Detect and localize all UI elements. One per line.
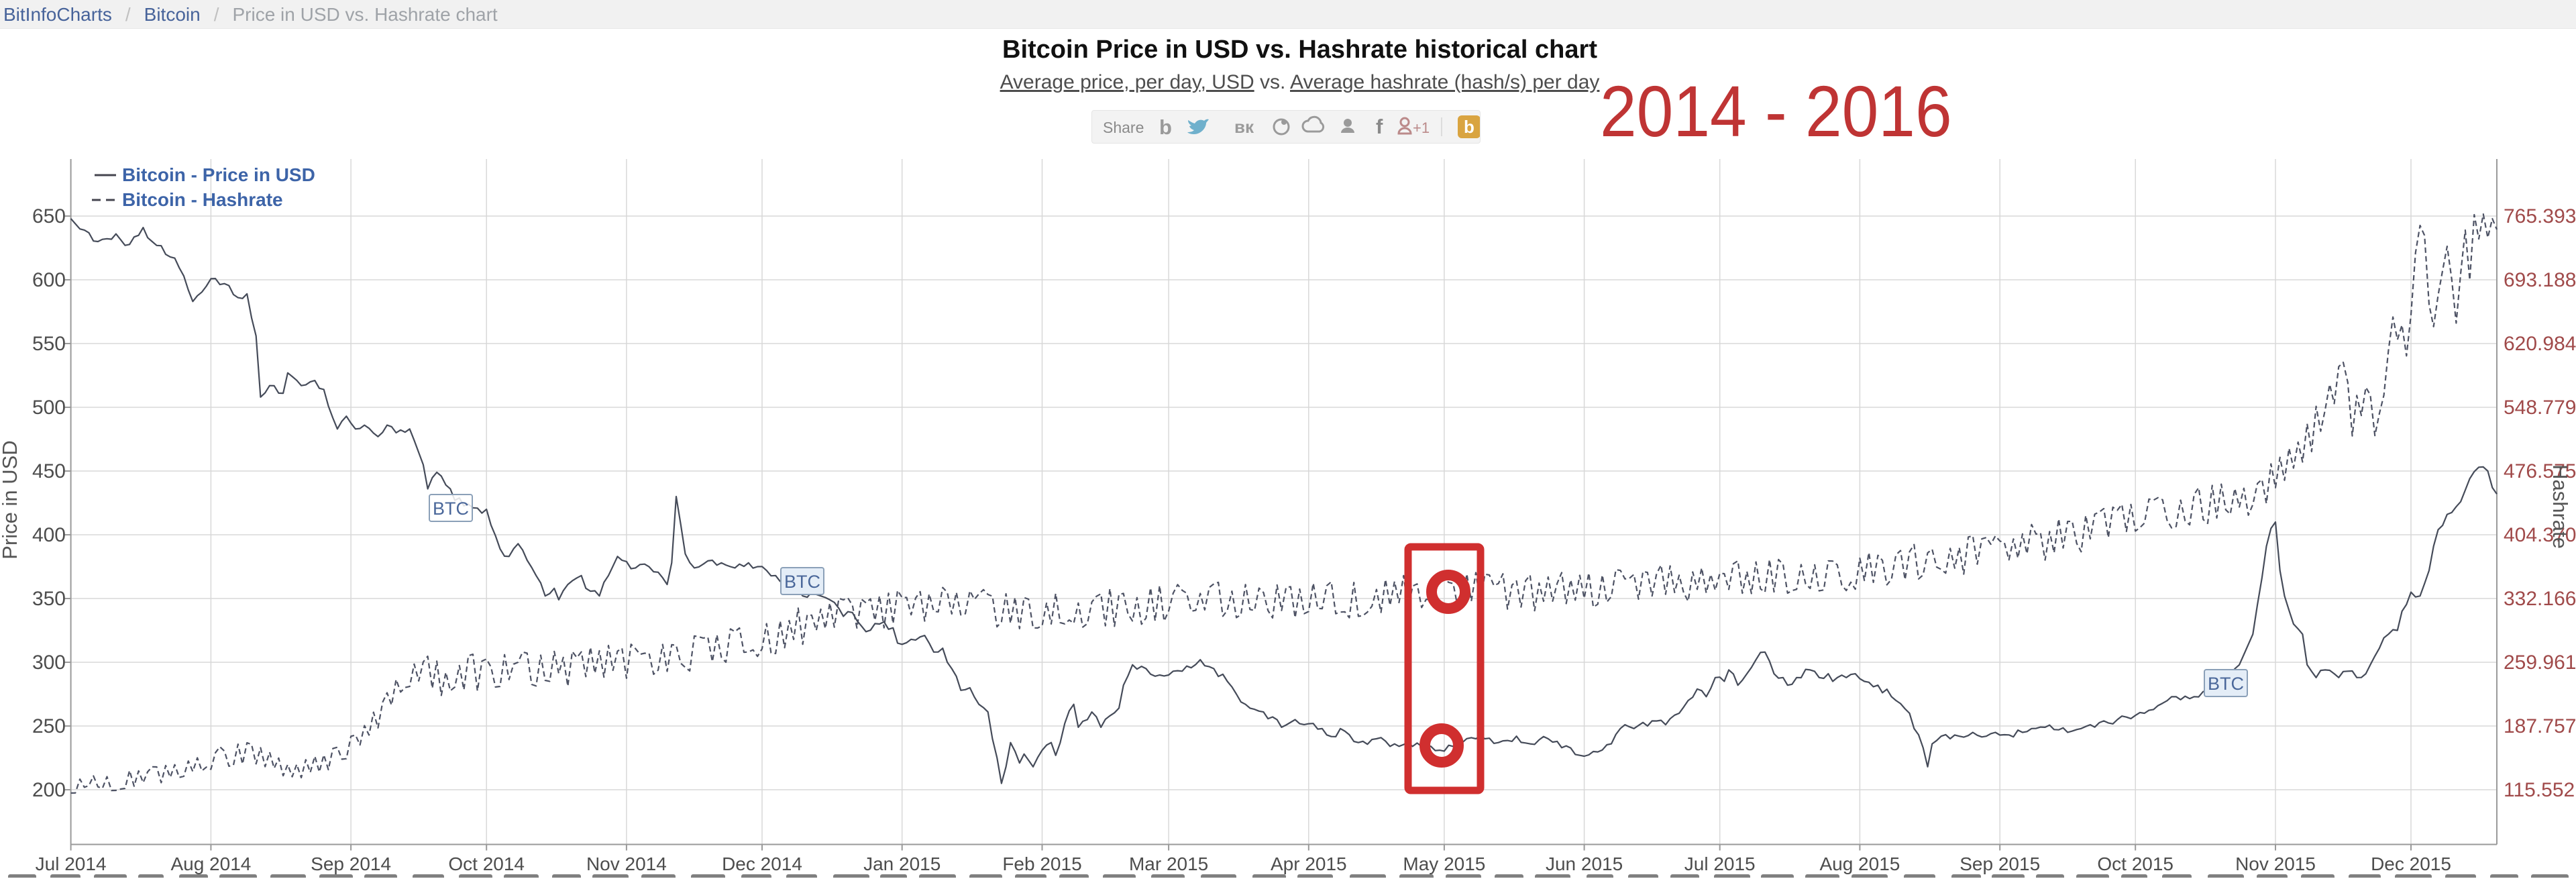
svg-text:Share: Share <box>1103 119 1144 136</box>
svg-text:Nov 2015: Nov 2015 <box>2235 853 2316 874</box>
svg-text:Sep 2015: Sep 2015 <box>1960 853 2040 874</box>
svg-text:350: 350 <box>32 588 66 610</box>
svg-text:вк: вк <box>1234 117 1254 137</box>
svg-text:650: 650 <box>32 205 66 227</box>
svg-text:200: 200 <box>32 779 66 801</box>
svg-text:765.393: 765.393 <box>2504 205 2576 227</box>
svg-text:Mar 2015: Mar 2015 <box>1129 853 1208 874</box>
svg-text:548.779: 548.779 <box>2504 397 2576 419</box>
svg-text:620.984: 620.984 <box>2504 333 2576 355</box>
svg-text:693.188: 693.188 <box>2504 269 2576 291</box>
svg-text:Feb 2015: Feb 2015 <box>1002 853 1081 874</box>
svg-text:Aug 2015: Aug 2015 <box>1819 853 1900 874</box>
svg-text:Nov 2014: Nov 2014 <box>586 853 667 874</box>
svg-text:Jul 2015: Jul 2015 <box>1684 853 1756 874</box>
svg-text:450: 450 <box>32 460 66 482</box>
svg-text:187.757: 187.757 <box>2504 715 2576 737</box>
svg-text:600: 600 <box>32 269 66 291</box>
svg-text:Apr 2015: Apr 2015 <box>1271 853 1347 874</box>
svg-text:May 2015: May 2015 <box>1403 853 1485 874</box>
svg-text:b: b <box>1464 117 1474 137</box>
svg-text:Aug 2014: Aug 2014 <box>170 853 251 874</box>
svg-text:+1: +1 <box>1413 119 1430 136</box>
svg-text:BTC: BTC <box>2208 674 2244 694</box>
svg-text:500: 500 <box>32 397 66 419</box>
svg-text:404.370: 404.370 <box>2504 524 2576 546</box>
svg-text:259.961: 259.961 <box>2504 652 2576 674</box>
svg-text:550: 550 <box>32 333 66 355</box>
svg-text:Dec 2014: Dec 2014 <box>722 853 802 874</box>
svg-text:115.552: 115.552 <box>2504 779 2575 801</box>
svg-text:Sep 2014: Sep 2014 <box>311 853 391 874</box>
svg-text:300: 300 <box>32 652 66 674</box>
svg-text:Bitcoin - Hashrate: Bitcoin - Hashrate <box>122 189 283 210</box>
svg-text:476.575: 476.575 <box>2504 460 2576 482</box>
svg-text:BTC: BTC <box>433 499 469 519</box>
svg-text:BTC: BTC <box>784 572 820 592</box>
svg-text:Jul 2014: Jul 2014 <box>36 853 107 874</box>
svg-text:Dec 2015: Dec 2015 <box>2371 853 2451 874</box>
svg-text:b: b <box>1159 115 1172 139</box>
svg-text:Price in USD: Price in USD <box>0 440 21 559</box>
svg-text:f: f <box>1376 115 1383 138</box>
svg-text:Jun 2015: Jun 2015 <box>1546 853 1623 874</box>
svg-text:400: 400 <box>32 524 66 546</box>
svg-text:Bitcoin - Price in USD: Bitcoin - Price in USD <box>122 164 315 185</box>
svg-text:Oct 2015: Oct 2015 <box>2097 853 2174 874</box>
svg-text:250: 250 <box>32 715 66 737</box>
svg-text:Oct 2014: Oct 2014 <box>448 853 525 874</box>
svg-text:Jan 2015: Jan 2015 <box>863 853 941 874</box>
svg-text:Hashrate: Hashrate <box>2548 464 2572 549</box>
svg-text:332.166: 332.166 <box>2504 588 2576 610</box>
